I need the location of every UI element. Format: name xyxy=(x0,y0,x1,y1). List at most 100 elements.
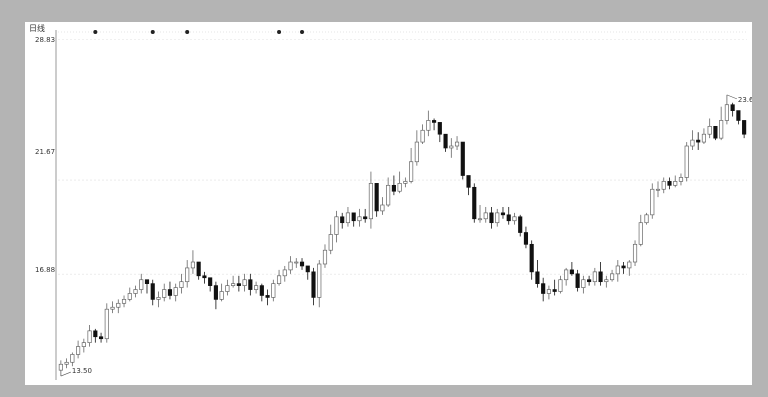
candle-body xyxy=(242,279,247,286)
candle-body xyxy=(523,232,529,245)
low-annotation-text: 13.50 xyxy=(72,367,92,375)
high-annotation-leader xyxy=(726,94,738,100)
candle-body xyxy=(736,110,741,121)
candle-body xyxy=(167,289,173,296)
candle-body xyxy=(690,139,695,147)
candle-body xyxy=(592,271,597,283)
candle-body xyxy=(231,283,236,286)
candle-body xyxy=(179,281,184,288)
candle-body xyxy=(701,133,707,143)
candle-body xyxy=(454,141,460,147)
candle-body xyxy=(116,302,121,308)
candle-body xyxy=(368,183,373,220)
candle-body xyxy=(678,177,684,182)
candle-body xyxy=(742,120,747,135)
candle-body xyxy=(512,216,517,222)
candle-body xyxy=(609,273,615,281)
candle-body xyxy=(397,183,402,192)
candle-body xyxy=(254,285,259,290)
candle-body xyxy=(426,120,431,131)
candle-body xyxy=(535,271,540,285)
candle-body xyxy=(328,234,333,251)
candle-body xyxy=(334,216,339,235)
candle-body xyxy=(150,283,155,300)
candle-body xyxy=(472,186,477,220)
candle-body xyxy=(139,279,144,290)
candle-body xyxy=(311,271,316,298)
candle-body xyxy=(386,184,391,206)
period-label: 日线 xyxy=(29,24,45,33)
candle-body xyxy=(500,212,506,216)
candle-body xyxy=(650,188,655,216)
candle-body xyxy=(110,306,115,310)
candle-body xyxy=(437,122,442,135)
candle-body xyxy=(684,145,689,178)
candle-body xyxy=(420,129,425,143)
candle-body xyxy=(225,285,230,292)
candle-body xyxy=(276,275,282,285)
price-label-mid: 21.67 xyxy=(35,148,56,156)
candle-body xyxy=(104,308,109,340)
candle-body xyxy=(443,133,448,149)
candle-body xyxy=(655,188,661,191)
candle-body xyxy=(661,181,666,190)
candle-body xyxy=(380,204,385,212)
top-marker-dot xyxy=(300,30,305,34)
candle-body xyxy=(236,283,241,286)
candle-body xyxy=(696,139,701,143)
candle-body xyxy=(495,212,500,224)
candle-body xyxy=(363,216,368,220)
candle-body xyxy=(121,299,127,304)
candle-body xyxy=(644,214,649,224)
candle-body xyxy=(213,285,218,300)
top-marker-dot xyxy=(150,30,155,34)
candle-body xyxy=(317,263,322,298)
candle-body xyxy=(707,125,712,135)
candle-body xyxy=(621,265,626,269)
candle-body xyxy=(477,218,483,221)
candle-body xyxy=(569,269,574,275)
top-marker-dot xyxy=(93,30,98,34)
candle-body xyxy=(506,214,511,222)
candle-body xyxy=(374,183,379,212)
high-annotation-text: 23.65 xyxy=(738,96,752,104)
candle-body xyxy=(489,212,494,224)
candle-body xyxy=(173,287,178,296)
candle-body xyxy=(76,346,81,355)
candle-body xyxy=(558,279,563,292)
candle-body xyxy=(719,120,724,139)
candle-body xyxy=(552,289,557,292)
candle-body xyxy=(730,104,735,111)
candle-body xyxy=(575,273,580,288)
candle-body xyxy=(615,265,620,275)
candle-body xyxy=(190,261,196,269)
candle-body xyxy=(265,295,270,298)
candle-body xyxy=(466,175,471,188)
candle-body xyxy=(299,261,305,267)
candle-body xyxy=(305,265,310,273)
candle-body xyxy=(208,277,213,286)
candle-body xyxy=(409,161,414,182)
candle-body xyxy=(294,261,299,264)
candle-body xyxy=(202,275,207,279)
candle-body xyxy=(357,216,362,222)
candle-body xyxy=(345,212,351,224)
low-annotation-leader xyxy=(60,371,71,377)
chart-panel: 日线 28.83 21.67 16.88 23.65 13.50 xyxy=(25,22,752,385)
candle-body xyxy=(449,145,454,149)
candle-body xyxy=(667,181,672,186)
candle-body xyxy=(185,267,190,283)
candle-body xyxy=(546,289,551,294)
candle-body xyxy=(351,212,356,222)
top-marker-dot xyxy=(277,30,282,34)
candle-body xyxy=(581,279,586,288)
candle-body xyxy=(414,141,419,163)
candle-body xyxy=(127,293,132,300)
candlestick-chart: 23.65 13.50 xyxy=(55,30,752,380)
candle-body xyxy=(483,212,488,220)
price-label-top: 28.83 xyxy=(35,36,56,44)
candle-body xyxy=(713,125,718,139)
candle-body xyxy=(627,261,632,269)
candle-body xyxy=(587,279,592,283)
